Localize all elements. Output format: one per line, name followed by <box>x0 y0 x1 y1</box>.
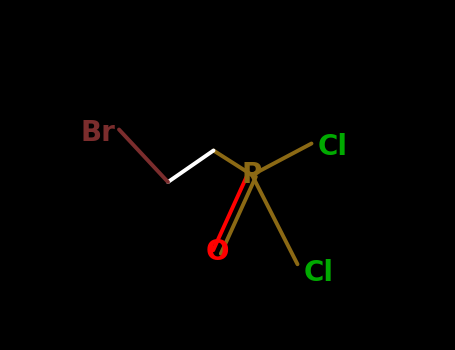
Text: Br: Br <box>81 119 116 147</box>
Text: O: O <box>205 238 229 266</box>
Text: Cl: Cl <box>318 133 348 161</box>
Text: Cl: Cl <box>303 259 334 287</box>
Text: P: P <box>242 161 262 189</box>
